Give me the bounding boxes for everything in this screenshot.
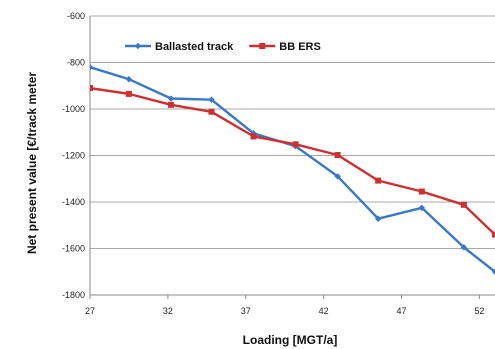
series-group xyxy=(90,63,495,275)
y-tick-label: -800 xyxy=(67,58,85,68)
data-point-bb-ers xyxy=(168,101,174,108)
y-tick-labels: -600 -800 -1000 -1200 -1400 -1600 -1800 xyxy=(62,11,85,300)
x-axis-title: Loading [MGT/a] xyxy=(243,333,338,347)
data-point-ballasted-track xyxy=(491,268,495,275)
y-tick-label: -1000 xyxy=(62,104,85,114)
gridlines xyxy=(90,15,495,296)
data-point-ballasted-track xyxy=(460,244,468,251)
data-point-ballasted-track xyxy=(167,95,175,102)
data-point-ballasted-track xyxy=(418,204,425,212)
data-point-bb-ers xyxy=(492,231,495,238)
x-tick-label: 52 xyxy=(474,306,484,316)
legend: Ballasted track BB ERS xyxy=(125,41,321,53)
x-tick-label: 27 xyxy=(85,306,95,316)
legend-label-ballasted-track: Ballasted track xyxy=(155,41,234,53)
axes xyxy=(89,16,495,299)
data-point-bb-ers xyxy=(250,133,257,140)
y-tick-label: -1200 xyxy=(62,151,85,161)
x-tick-label: 37 xyxy=(241,306,251,316)
legend-marker-ballasted-track xyxy=(134,42,142,50)
x-tick-label: 32 xyxy=(163,306,173,316)
series-line-bb-ers xyxy=(90,86,495,236)
data-point-bb-ers xyxy=(125,90,132,97)
x-tick-label: 47 xyxy=(397,306,407,316)
data-point-ballasted-track xyxy=(208,96,215,103)
y-tick-label: -1400 xyxy=(62,197,85,207)
legend-label-bb-ers: BB ERS xyxy=(279,41,321,53)
x-tick-label: 42 xyxy=(319,306,329,316)
series-line-ballasted-track xyxy=(90,66,495,273)
data-point-bb-ers xyxy=(90,85,93,92)
data-point-ballasted-track xyxy=(374,215,382,222)
data-point-ballasted-track xyxy=(334,173,341,180)
data-point-bb-ers xyxy=(460,201,467,208)
data-point-bb-ers xyxy=(334,152,341,159)
data-point-ballasted-track xyxy=(90,63,94,71)
x-tick-labels: 27 32 37 42 47 52 xyxy=(85,306,484,316)
data-point-bb-ers xyxy=(375,177,382,184)
data-point-ballasted-track xyxy=(125,76,133,83)
data-point-bb-ers xyxy=(418,188,425,195)
legend-marker-bb-ers xyxy=(259,43,266,49)
y-axis-title: Net present value [€/track meter xyxy=(25,72,39,254)
y-tick-label: -600 xyxy=(67,11,85,21)
y-tick-label: -1600 xyxy=(62,244,85,254)
y-tick-label: -1800 xyxy=(62,290,85,300)
data-point-bb-ers xyxy=(292,141,299,148)
data-point-bb-ers xyxy=(208,108,215,115)
